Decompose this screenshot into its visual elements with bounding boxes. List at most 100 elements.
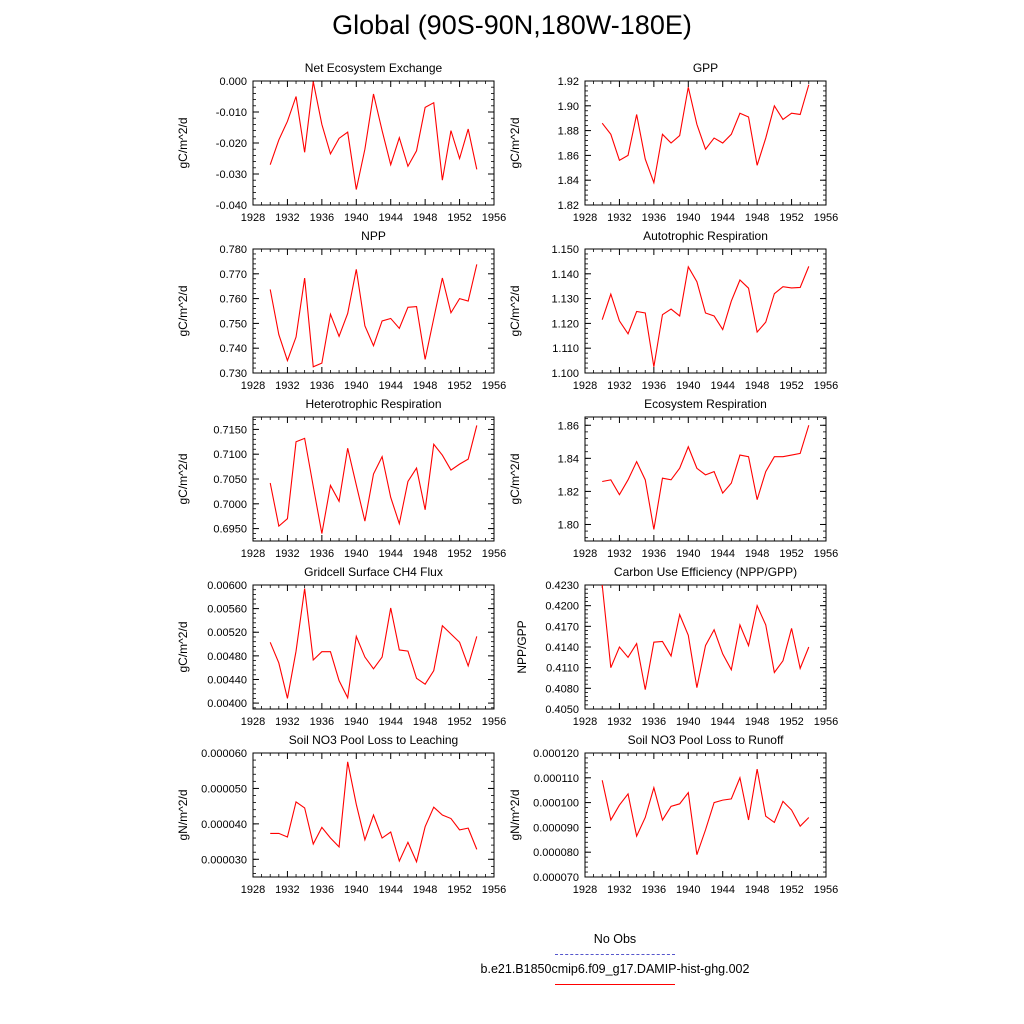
y-tick-label: 0.000050 bbox=[201, 783, 247, 795]
page-title: Global (90S-90N,180W-180E) bbox=[332, 10, 692, 40]
x-tick-label: 1932 bbox=[275, 380, 299, 392]
y-tick-label: 0.4050 bbox=[545, 704, 579, 716]
x-tick-label: 1956 bbox=[814, 548, 838, 560]
y-tick-label: 1.86 bbox=[558, 150, 579, 162]
x-tick-label: 1936 bbox=[642, 884, 666, 896]
x-tick-label: 1952 bbox=[447, 380, 471, 392]
x-tick-label: 1936 bbox=[642, 716, 666, 728]
x-tick-label: 1932 bbox=[275, 884, 299, 896]
chart-title-carbon-use-efficiency-npp-gpp: Carbon Use Efficiency (NPP/GPP) bbox=[613, 565, 798, 579]
x-tick-label: 1940 bbox=[676, 380, 700, 392]
x-tick-label: 1928 bbox=[241, 380, 265, 392]
chart-soil-no3-pool-loss-to-leaching: 1928 1932 1936 1940 1944 1948 1952 1956 0.000030… bbox=[201, 748, 506, 896]
x-tick-label: 1940 bbox=[676, 716, 700, 728]
y-tick-label: 1.86 bbox=[558, 420, 579, 432]
x-tick-label: 1952 bbox=[779, 884, 803, 896]
series-line-ecosystem-respiration bbox=[602, 425, 810, 530]
chart-npp: 1928 1932 1936 1940 1944 1948 1952 1956 0.730 0.7… bbox=[219, 244, 506, 392]
y-tick-label: 0.4200 bbox=[545, 601, 579, 613]
x-tick-label: 1932 bbox=[275, 548, 299, 560]
x-tick-label: 1928 bbox=[241, 548, 265, 560]
x-tick-label: 1948 bbox=[413, 212, 437, 224]
y-tick-label: 0.7100 bbox=[213, 449, 247, 461]
y-tick-label: 0.770 bbox=[219, 269, 247, 281]
x-tick-label: 1944 bbox=[378, 716, 402, 728]
x-tick-label: 1928 bbox=[573, 212, 597, 224]
x-tick-label: 1944 bbox=[710, 212, 734, 224]
series-line-soil-no3-pool-loss-to-runoff bbox=[601, 769, 810, 855]
y-tick-label: 1.88 bbox=[558, 126, 579, 138]
y-tick-label: 0.740 bbox=[219, 343, 247, 355]
y-tick-label: 0.760 bbox=[219, 294, 247, 306]
y-tick-label: 0.730 bbox=[219, 368, 247, 380]
chart-autotrophic-respiration: 1928 1932 1936 1940 1944 1948 1952 1956 1.100 1.1… bbox=[551, 244, 838, 392]
x-tick-label: 1952 bbox=[447, 548, 471, 560]
y-tick-label: 0.750 bbox=[219, 318, 247, 330]
y-tick-label: 0.000090 bbox=[533, 822, 579, 834]
y-tick-label: 0.6950 bbox=[213, 524, 247, 536]
y-tick-label: 1.140 bbox=[551, 269, 579, 281]
chart-title-net-ecosystem-exchange: Net Ecosystem Exchange bbox=[304, 61, 443, 75]
y-tick-label: 0.000110 bbox=[534, 773, 579, 785]
x-tick-label: 1928 bbox=[241, 884, 265, 896]
series-line-gridcell-surface-ch4-flux bbox=[269, 588, 478, 700]
x-tick-label: 1944 bbox=[378, 548, 402, 560]
y-tick-label: -0.020 bbox=[216, 138, 247, 150]
x-tick-label: 1940 bbox=[344, 716, 368, 728]
x-tick-label: 1956 bbox=[482, 548, 506, 560]
x-tick-label: 1944 bbox=[710, 884, 734, 896]
y-tick-label: 0.780 bbox=[219, 244, 247, 256]
y-tick-label: 1.150 bbox=[551, 244, 579, 256]
x-tick-label: 1928 bbox=[573, 380, 597, 392]
y-tick-label: 0.4170 bbox=[545, 621, 579, 633]
x-tick-label: 1932 bbox=[607, 380, 631, 392]
x-tick-label: 1936 bbox=[310, 884, 334, 896]
y-tick-label: -0.010 bbox=[216, 107, 247, 119]
x-tick-label: 1952 bbox=[779, 716, 803, 728]
x-tick-label: 1940 bbox=[344, 884, 368, 896]
series-line-autotrophic-respiration bbox=[601, 265, 810, 367]
x-tick-label: 1928 bbox=[241, 212, 265, 224]
series-line-net-ecosystem-exchange bbox=[269, 81, 478, 190]
chart-title-soil-no3-pool-loss-to-leaching: Soil NO3 Pool Loss to Leaching bbox=[288, 733, 459, 747]
legend-line-no-obs bbox=[555, 954, 675, 955]
x-tick-label: 1932 bbox=[607, 212, 631, 224]
y-tick-label: 0.00480 bbox=[207, 651, 247, 663]
x-tick-label: 1948 bbox=[745, 884, 769, 896]
chart-title-soil-no3-pool-loss-to-runoff: Soil NO3 Pool Loss to Runoff bbox=[627, 733, 784, 747]
y-tick-label: 1.120 bbox=[551, 318, 579, 330]
legend-line-model-run bbox=[555, 984, 675, 985]
y-tick-label: 0.00440 bbox=[207, 674, 247, 686]
y-tick-label: 0.000100 bbox=[533, 798, 579, 810]
y-tick-label: 0.00400 bbox=[207, 698, 247, 710]
x-tick-label: 1936 bbox=[642, 380, 666, 392]
y-tick-label: 1.92 bbox=[558, 76, 579, 88]
x-tick-label: 1952 bbox=[779, 548, 803, 560]
chart-heterotrophic-respiration: 1928 1932 1936 1940 1944 1948 1952 1956 0.6950 0.… bbox=[213, 416, 506, 560]
series-line-soil-no3-pool-loss-to-leaching bbox=[270, 761, 478, 864]
x-tick-label: 1944 bbox=[378, 884, 402, 896]
x-tick-label: 1952 bbox=[447, 716, 471, 728]
x-tick-label: 1936 bbox=[310, 548, 334, 560]
x-tick-label: 1932 bbox=[607, 548, 631, 560]
y-tick-label: 0.000120 bbox=[533, 748, 579, 760]
x-tick-label: 1936 bbox=[310, 212, 334, 224]
x-tick-label: 1936 bbox=[642, 212, 666, 224]
y-tick-label: 0.000070 bbox=[533, 872, 579, 884]
chart-title-autotrophic-respiration: Autotrophic Respiration bbox=[643, 229, 768, 243]
chart-title-heterotrophic-respiration: Heterotrophic Respiration bbox=[305, 397, 442, 411]
x-tick-label: 1952 bbox=[779, 212, 803, 224]
x-tick-label: 1936 bbox=[642, 548, 666, 560]
chart-net-ecosystem-exchange: 1928 1932 1936 1940 1944 1948 1952 1956 -0.040 -0… bbox=[216, 76, 506, 224]
x-tick-label: 1940 bbox=[344, 380, 368, 392]
series-line-npp bbox=[269, 264, 478, 368]
y-tick-label: 0.7000 bbox=[213, 499, 247, 511]
x-tick-label: 1956 bbox=[814, 380, 838, 392]
x-tick-label: 1948 bbox=[413, 380, 437, 392]
chart-title-gridcell-surface-ch4-flux: Gridcell Surface CH4 Flux bbox=[304, 565, 443, 579]
x-tick-label: 1940 bbox=[676, 884, 700, 896]
x-tick-label: 1948 bbox=[745, 212, 769, 224]
y-tick-label: 0.00520 bbox=[207, 627, 247, 639]
series-line-carbon-use-efficiency-npp-gpp bbox=[601, 584, 810, 690]
x-tick-label: 1944 bbox=[378, 380, 402, 392]
